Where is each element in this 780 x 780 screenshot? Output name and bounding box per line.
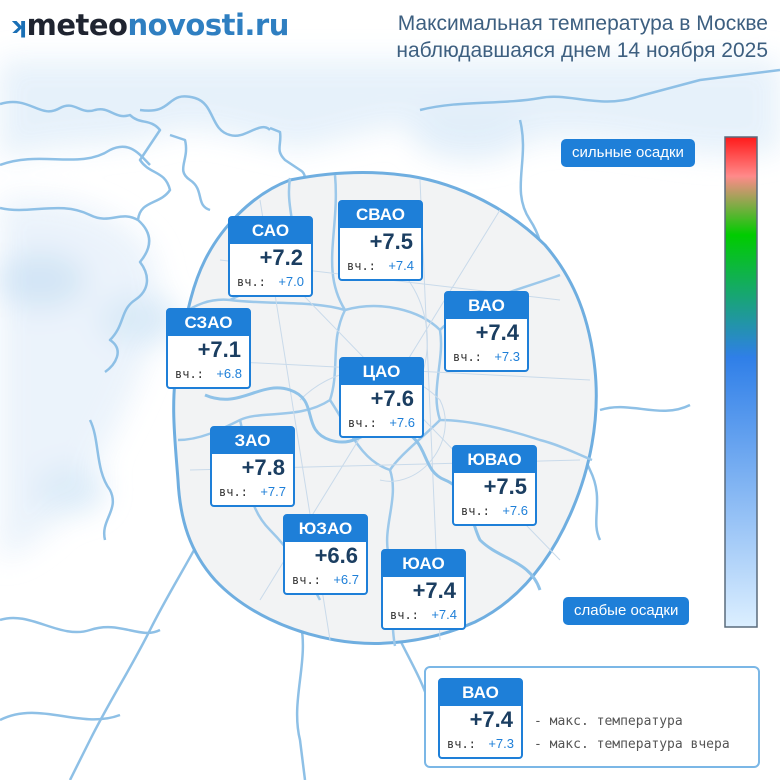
district-temperature: +7.1 xyxy=(197,337,241,362)
district-temperature: +7.2 xyxy=(259,245,303,270)
light-precipitation-label: слабые осадки xyxy=(563,597,690,625)
district-temperature: +7.5 xyxy=(369,229,413,254)
district-card-yuvao: ЮВАО +7.5 вч.: +7.6 xyxy=(452,445,537,526)
yesterday-temperature: +7.4 xyxy=(431,607,457,622)
meteonovosti-logo[interactable]: ʞmeteonovosti.ru xyxy=(10,6,289,46)
district-temperature: +6.6 xyxy=(314,543,358,568)
logo-text-meteo: meteo xyxy=(26,8,128,42)
yesterday-label: вч.: xyxy=(237,275,266,289)
district-name: САО xyxy=(229,217,312,244)
heavy-precipitation-label: сильные осадки xyxy=(561,139,695,167)
title-line-1: Максимальная температура в Москве xyxy=(397,12,768,35)
legend-max-temp-text: - макс. температура xyxy=(534,714,683,729)
legend-box: ВАО +7.4 вч.: +7.3 - макс. температура -… xyxy=(424,666,760,768)
yesterday-label: вч.: xyxy=(292,573,321,587)
precipitation-scale-bar xyxy=(724,136,758,628)
district-card-sao: САО +7.2 вч.: +7.0 xyxy=(228,216,313,297)
district-name: ВАО xyxy=(445,292,528,319)
yesterday-temperature: +7.0 xyxy=(278,274,304,289)
district-name: ЮЗАО xyxy=(284,515,367,542)
yesterday-label: вч.: xyxy=(453,350,482,364)
precipitation-layer xyxy=(0,60,780,560)
yesterday-temperature: +7.4 xyxy=(388,258,414,273)
district-name: ЦАО xyxy=(340,358,423,385)
yesterday-temperature: +7.6 xyxy=(502,503,528,518)
district-card-cao: ЦАО +7.6 вч.: +7.6 xyxy=(339,357,424,438)
district-card-szao: СЗАО +7.1 вч.: +6.8 xyxy=(166,308,251,389)
yesterday-temperature: +7.7 xyxy=(260,484,286,499)
yesterday-temperature: +7.3 xyxy=(494,349,520,364)
district-card-zao: ЗАО +7.8 вч.: +7.7 xyxy=(210,426,295,507)
district-temperature: +7.8 xyxy=(241,455,285,480)
district-temperature: +7.4 xyxy=(475,320,519,345)
legend-max-temp-yesterday-text: - макс. температура вчера xyxy=(534,737,730,752)
title-line-2: наблюдавшаяся днем 14 ноября 2025 xyxy=(396,39,768,62)
map-title: Максимальная температура в Москве наблюд… xyxy=(396,10,768,64)
district-temperature: +7.4 xyxy=(412,578,456,603)
legend-sample-card: ВАО +7.4 вч.: +7.3 xyxy=(438,678,523,759)
yesterday-temperature: +7.6 xyxy=(389,415,415,430)
district-card-yuzao: ЮЗАО +6.6 вч.: +6.7 xyxy=(283,514,368,595)
legend-sample-temperature: +7.4 xyxy=(469,707,513,732)
district-card-svao: СВАО +7.5 вч.: +7.4 xyxy=(338,200,423,281)
district-temperature: +7.5 xyxy=(483,474,527,499)
district-temperature: +7.6 xyxy=(370,386,414,411)
yesterday-label: вч.: xyxy=(347,259,376,273)
yesterday-label: вч.: xyxy=(219,485,248,499)
yesterday-temperature: +6.8 xyxy=(216,366,242,381)
district-name: ЮАО xyxy=(382,550,465,577)
legend-sample-yesterday: +7.3 xyxy=(488,736,514,751)
district-name: СЗАО xyxy=(167,309,250,336)
logo-mark-icon: ʞ xyxy=(10,14,26,39)
legend-sample-name: ВАО xyxy=(439,679,522,706)
yesterday-label: вч.: xyxy=(348,416,377,430)
district-card-vao: ВАО +7.4 вч.: +7.3 xyxy=(444,291,529,372)
logo-text-novosti: novosti.ru xyxy=(127,8,289,42)
district-name: ЗАО xyxy=(211,427,294,454)
yesterday-temperature: +6.7 xyxy=(333,572,359,587)
yesterday-label: вч.: xyxy=(175,367,204,381)
legend-sample-yesterday-label: вч.: xyxy=(447,737,476,751)
district-name: СВАО xyxy=(339,201,422,228)
yesterday-label: вч.: xyxy=(390,608,419,622)
yesterday-label: вч.: xyxy=(461,504,490,518)
district-card-yuao: ЮАО +7.4 вч.: +7.4 xyxy=(381,549,466,630)
district-name: ЮВАО xyxy=(453,446,536,473)
